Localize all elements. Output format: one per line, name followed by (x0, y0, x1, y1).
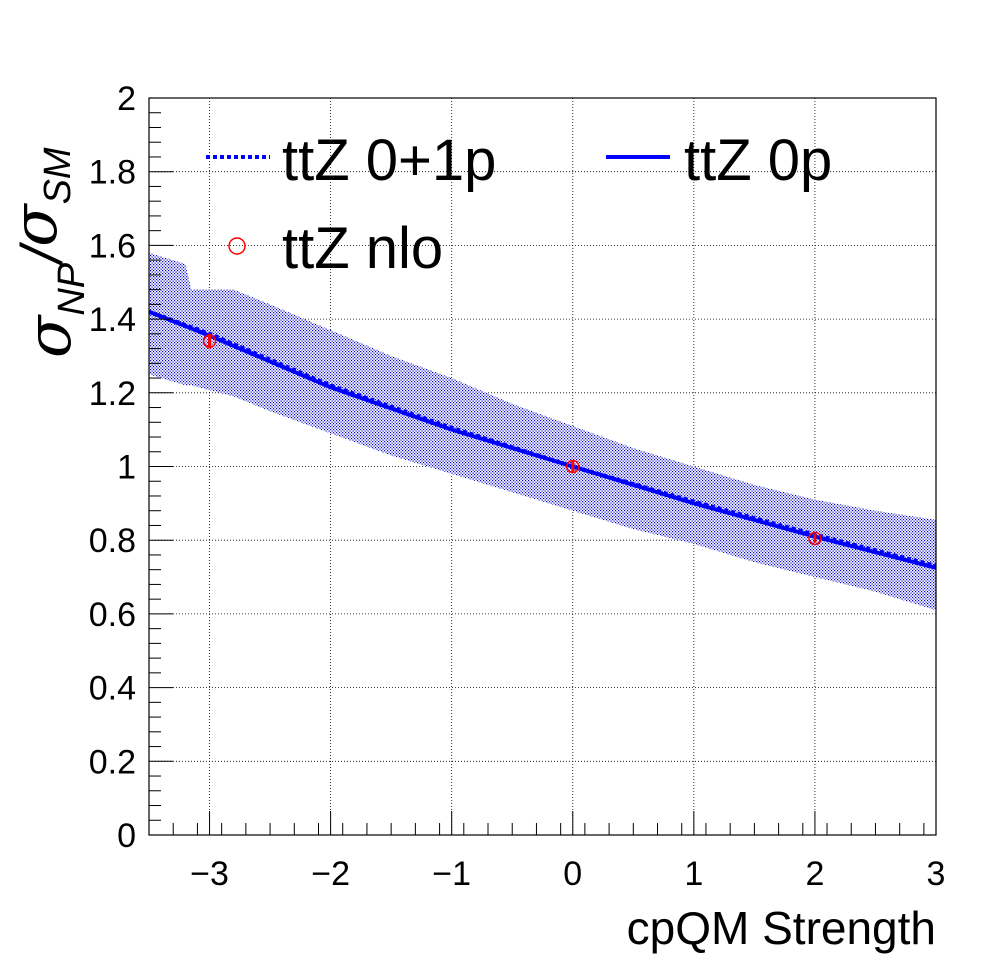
x-tick-label: 1 (684, 855, 703, 893)
series-line (149, 309, 936, 570)
data-point (202, 334, 217, 348)
y-tick-label: 0.6 (89, 596, 136, 634)
x-tick-label: 3 (927, 855, 946, 893)
y-tick-label: 1.8 (89, 154, 136, 192)
y-tick-label: 0.8 (89, 522, 136, 560)
y-tick-label: 2 (117, 80, 136, 118)
x-tick-label: 0 (563, 855, 582, 893)
data-point (808, 531, 822, 546)
y-axis-title: σNP/σSM (0, 147, 93, 358)
data-point (566, 459, 580, 474)
series-layer (149, 309, 936, 570)
legend-swatch-ttz-nlo (228, 237, 246, 255)
y-tick-label: 1.4 (89, 301, 136, 339)
legend-label-ttz-0p: ttZ 0p (684, 128, 832, 193)
legend: ttZ 0+1p ttZ 0p ttZ nlo (206, 128, 832, 281)
x-tick-label: −3 (190, 855, 229, 893)
y-tick-label: 1.2 (89, 375, 136, 413)
y-tick-label: 0.4 (89, 670, 136, 708)
uncertainty-band (149, 252, 936, 611)
x-tick-label: −2 (311, 855, 350, 893)
uncertainty-band-layer (149, 252, 936, 611)
x-axis-title: cpQM Strength (627, 902, 936, 954)
y-axis-title-text: σNP/σSM (0, 147, 93, 358)
axis-tick-labels: −3 −2 −1 0 1 2 3 0 0.2 0.4 0.6 0.8 1 1.2 1.4 1.6 1.8 2 (89, 80, 946, 893)
x-tick-label: −1 (432, 855, 471, 893)
y-tick-label: 0.2 (89, 743, 136, 781)
y-tick-label: 1.6 (89, 227, 136, 265)
axis-ticks (148, 97, 937, 836)
y-tick-label: 1 (117, 449, 136, 487)
legend-label-ttz-nlo: ttZ nlo (282, 216, 443, 281)
y-tick-label: 0 (117, 817, 136, 855)
legend-label-ttz-0-1p: ttZ 0+1p (282, 128, 496, 193)
x-tick-label: 2 (805, 855, 824, 893)
